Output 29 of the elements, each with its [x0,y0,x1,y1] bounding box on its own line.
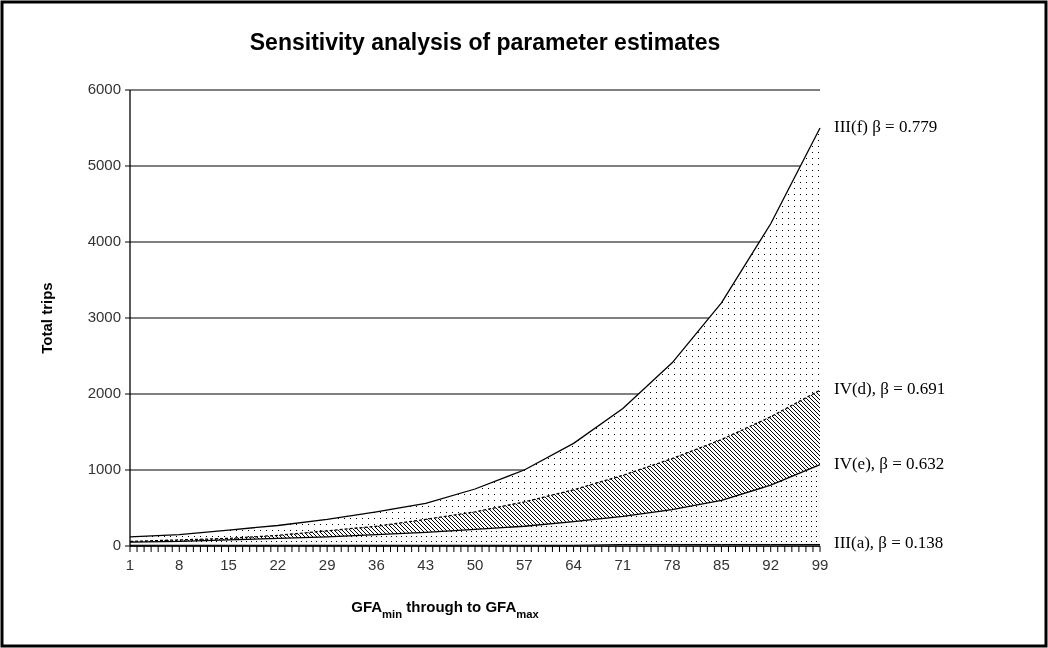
y-tick-label: 1000 [87,459,121,477]
y-tick-label: 4000 [87,231,121,249]
x-tick-label: 50 [466,556,484,573]
x-axis-title: GFA$_{min}$ through to GFA$_{max}$ [351,598,540,620]
x-tick-label: 22 [269,556,287,573]
y-tick-label: 3000 [87,307,121,325]
y-tick-label: 5000 [87,155,121,173]
y-axis-title: Total trips [38,282,55,354]
series-label: III(f) β = 0.779 [834,116,938,136]
x-tick-label: 29 [318,556,336,573]
y-tick-label: 2000 [87,383,121,401]
x-tick-label: 64 [565,556,582,573]
series-label: III(a), β = 0.138 [834,533,944,553]
x-tick-label: 43 [417,556,435,573]
x-tick-label: 99 [811,556,829,573]
chart-title: Sensitivity analysis of parameter estimates [249,29,721,55]
y-tick-label: 0 [112,535,121,553]
x-tick-label: 85 [713,556,730,573]
x-tick-label: 8 [175,556,184,573]
x-tick-label: 36 [368,556,385,573]
x-tick-label: 1 [125,556,135,573]
series-label: IV(e), β = 0.632 [834,453,945,473]
x-tick-label: 71 [614,556,632,573]
y-tick-label: 6000 [87,79,121,97]
x-tick-label: 57 [515,556,533,573]
x-tick-label: 78 [663,556,681,573]
x-tick-label: 15 [220,556,237,573]
series-label: IV(d), β = 0.691 [834,379,946,399]
x-tick-label: 92 [762,556,780,573]
